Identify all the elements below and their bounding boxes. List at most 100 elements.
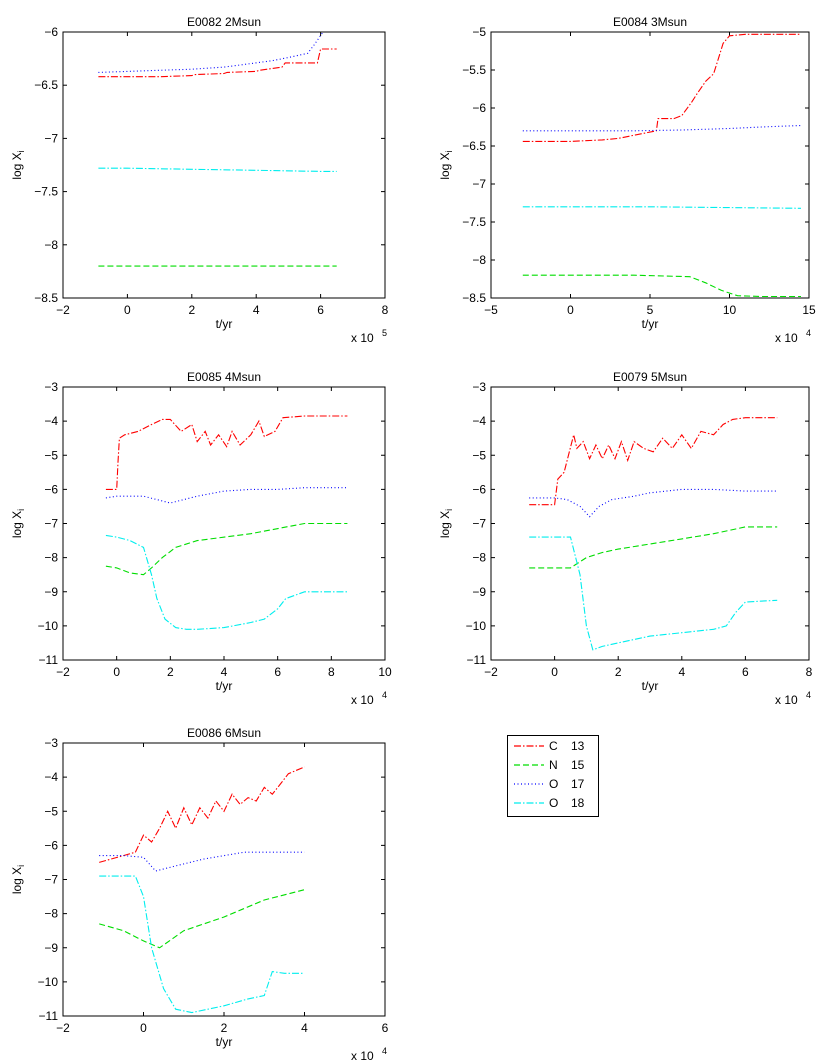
series-line <box>105 415 348 490</box>
series-line <box>529 417 778 506</box>
y-tick-label: −4 <box>44 414 58 428</box>
y-tick-label: −3 <box>472 380 486 394</box>
x-axis-label: t/yr <box>642 317 659 331</box>
y-axis-label-subscript: i <box>16 150 26 152</box>
y-tick-label: −9 <box>44 585 58 599</box>
series-line <box>529 526 778 569</box>
y-tick-label: −6.5 <box>34 78 58 92</box>
x-axis-label: t/yr <box>642 679 659 693</box>
series-line <box>522 124 802 132</box>
y-tick-label: −6 <box>44 25 58 39</box>
y-tick-label: −11 <box>39 653 59 667</box>
y-tick-label: −7 <box>44 517 58 531</box>
y-axis-label-subscript: i <box>16 509 26 511</box>
series-line <box>105 534 348 630</box>
plot-frame <box>62 31 386 299</box>
x-axis-multiplier: x 10 <box>351 331 374 345</box>
legend: C 13 N 15 O 17 O 18 <box>507 735 599 817</box>
x-tick-label: 2 <box>615 665 622 679</box>
y-tick-label: −8 <box>472 551 486 565</box>
x-tick-label: 0 <box>567 303 574 317</box>
legend-swatch <box>514 764 544 766</box>
series-line <box>522 274 801 298</box>
x-axis-exponent: 4 <box>806 690 811 700</box>
y-axis-label-main: log X <box>10 511 24 538</box>
y-tick-label: −6 <box>472 101 486 115</box>
y-axis-label: log Xi <box>10 150 26 179</box>
y-tick-label: −5 <box>472 448 486 462</box>
y-tick-label: −8.5 <box>462 291 486 305</box>
series-line <box>529 488 778 518</box>
y-tick-label: −7 <box>44 873 58 887</box>
y-tick-label: −11 <box>467 653 487 667</box>
x-tick-label: 4 <box>301 1021 308 1035</box>
chart-title: E0085 4Msun <box>187 370 261 384</box>
x-tick-label: 4 <box>221 665 228 679</box>
legend-entry-o17: O 17 <box>508 776 598 792</box>
y-axis-label: log Xi <box>10 509 26 538</box>
x-tick-label: 4 <box>253 303 260 317</box>
y-tick-label: −7.5 <box>34 185 58 199</box>
x-tick-label: −5 <box>484 303 498 317</box>
y-axis-label-main: log X <box>438 511 452 538</box>
x-tick-label: 6 <box>382 1021 389 1035</box>
legend-element-label: O <box>549 777 559 791</box>
y-tick-label: −8 <box>44 551 58 565</box>
y-tick-label: −8 <box>472 253 486 267</box>
y-tick-label: −7.5 <box>462 215 486 229</box>
x-tick-label: 0 <box>551 665 558 679</box>
legend-isotope-label: 13 <box>571 739 585 753</box>
y-tick-label: −10 <box>38 975 59 989</box>
x-tick-label: 8 <box>382 303 389 317</box>
y-tick-label: −3 <box>44 736 58 750</box>
legend-swatch <box>514 802 544 804</box>
x-tick-label: 8 <box>328 665 335 679</box>
chart-panel: −2 0 2 4 6 8 10 −11 −10 −9 −8 −7 −6 −5 −4 −3 E0085 4Msun… <box>10 370 392 707</box>
x-axis-multiplier: x 10 <box>351 1049 374 1061</box>
x-axis-exponent: 4 <box>382 1046 387 1056</box>
y-tick-label: −5 <box>472 25 486 39</box>
x-tick-label: −2 <box>56 303 70 317</box>
series-line <box>105 522 348 576</box>
y-tick-label: −9 <box>472 585 486 599</box>
x-tick-label: 2 <box>221 1021 228 1035</box>
series-line <box>99 766 305 863</box>
x-tick-label: 2 <box>188 303 195 317</box>
x-tick-label: 6 <box>274 665 281 679</box>
x-tick-label: −2 <box>56 665 70 679</box>
chart-title: E0079 5Msun <box>613 370 687 384</box>
y-axis-label: log Xi <box>438 150 454 179</box>
y-tick-label: −8.5 <box>34 291 58 305</box>
y-tick-label: −3 <box>44 380 58 394</box>
x-tick-label: 4 <box>678 665 685 679</box>
x-tick-label: 10 <box>723 303 737 317</box>
y-tick-label: −6.5 <box>462 139 486 153</box>
plot-frame <box>490 386 810 661</box>
plot-frame <box>490 31 810 299</box>
series-line <box>99 875 305 1014</box>
legend-isotope-label: 18 <box>571 796 585 810</box>
series-line <box>98 48 337 78</box>
y-tick-label: −11 <box>39 1009 59 1023</box>
x-tick-label: 6 <box>742 665 749 679</box>
series-line <box>522 206 802 209</box>
chart-title: E0084 3Msun <box>613 15 687 29</box>
y-axis-label: log Xi <box>438 509 454 538</box>
y-tick-label: −5 <box>44 448 58 462</box>
legend-element-label: C <box>549 739 558 753</box>
y-axis-label: log Xi <box>10 865 26 894</box>
x-tick-label: 0 <box>124 303 131 317</box>
legend-entry-c13: C 13 <box>508 738 598 754</box>
x-tick-label: 2 <box>167 665 174 679</box>
y-axis-label-main: log X <box>10 152 24 179</box>
x-axis-label: t/yr <box>216 317 233 331</box>
y-tick-label: −4 <box>44 770 58 784</box>
series-line <box>98 32 324 73</box>
y-tick-label: −4 <box>472 414 486 428</box>
series-line <box>529 536 778 651</box>
x-axis-multiplier: x 10 <box>775 331 798 345</box>
x-tick-label: −2 <box>56 1021 70 1035</box>
chart-title: E0086 6Msun <box>187 726 261 740</box>
series-line <box>98 167 337 172</box>
x-axis-exponent: 4 <box>382 690 387 700</box>
